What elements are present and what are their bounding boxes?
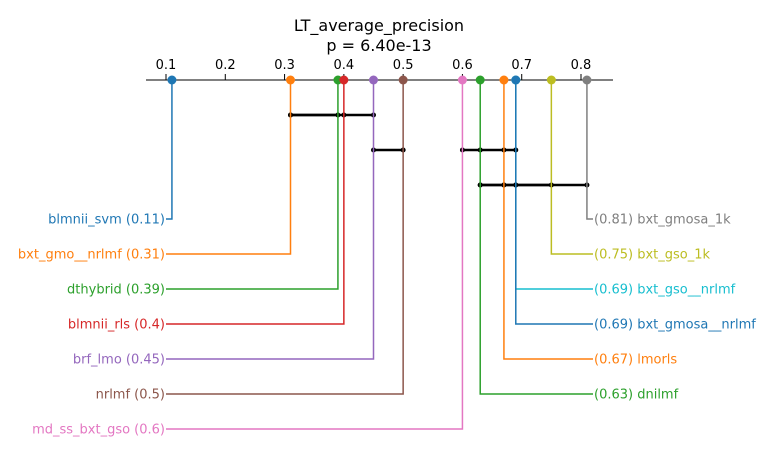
axis-tick-label: 0.7 xyxy=(511,58,532,73)
method-connector xyxy=(479,80,593,395)
method-marker xyxy=(286,75,295,85)
method-connector xyxy=(166,80,375,360)
method-label: md_ss_bxt_gso (0.6) xyxy=(32,423,165,438)
method-marker xyxy=(511,75,521,85)
clique-bars xyxy=(288,112,590,188)
method-connector xyxy=(503,80,593,360)
axis-tick-label: 0.8 xyxy=(571,58,592,73)
axis-tick-label: 0.2 xyxy=(215,58,236,73)
chart-subtitle: p = 6.40e-13 xyxy=(326,36,431,55)
method-label: dthybrid (0.39) xyxy=(67,283,165,298)
method-markers: blmnii_svm (0.11) bxt_gmo__nrlmf (0.31) dt… xyxy=(18,75,756,438)
axis-tick-label: 0.3 xyxy=(274,58,295,73)
method-connector xyxy=(166,80,404,395)
method-marker xyxy=(369,75,378,85)
method-marker xyxy=(398,75,408,85)
method-connector xyxy=(166,80,345,325)
method-label: (0.69) bxt_gmosa__nrlmf xyxy=(594,318,756,333)
chart-title: LT_average_precision xyxy=(294,16,464,36)
method-label: (0.81) bxt_gmosa_1k xyxy=(594,213,731,228)
method-connector xyxy=(515,80,593,325)
rank-axis: 0.1 0.2 0.3 0.4 0.5 0.6 0.7 0.8 xyxy=(146,58,613,81)
method-label: (0.75) bxt_gso_1k xyxy=(594,248,711,263)
axis-tick-label: 0.6 xyxy=(452,58,473,73)
method-connector xyxy=(166,80,464,430)
method-label: (0.67) lmorls xyxy=(594,353,677,368)
method-marker xyxy=(499,75,509,85)
method-label: brf_lmo (0.45) xyxy=(73,353,165,368)
method-connector xyxy=(166,80,292,255)
method-label: (0.63) dnilmf xyxy=(594,388,679,403)
method-label: blmnii_rls (0.4) xyxy=(68,318,165,333)
axis-tick-label: 0.5 xyxy=(393,58,414,73)
method-label: bxt_gmo__nrlmf (0.31) xyxy=(18,248,165,263)
method-marker xyxy=(339,75,349,85)
method-connector xyxy=(166,80,173,220)
method-connector xyxy=(586,80,593,220)
method-label: nrlmf (0.5) xyxy=(96,388,165,403)
axis-tick-label: 0.4 xyxy=(334,58,355,73)
axis-tick-label: 0.1 xyxy=(156,58,177,73)
method-marker xyxy=(167,75,177,85)
method-label: (0.69) bxt_gso__nrlmf xyxy=(594,283,736,298)
method-connector xyxy=(550,80,593,255)
method-connector xyxy=(166,80,339,290)
method-marker xyxy=(582,75,592,85)
method-marker xyxy=(457,75,467,85)
method-marker xyxy=(546,75,556,85)
method-label: blmnii_svm (0.11) xyxy=(48,213,165,228)
method-marker xyxy=(475,75,485,85)
